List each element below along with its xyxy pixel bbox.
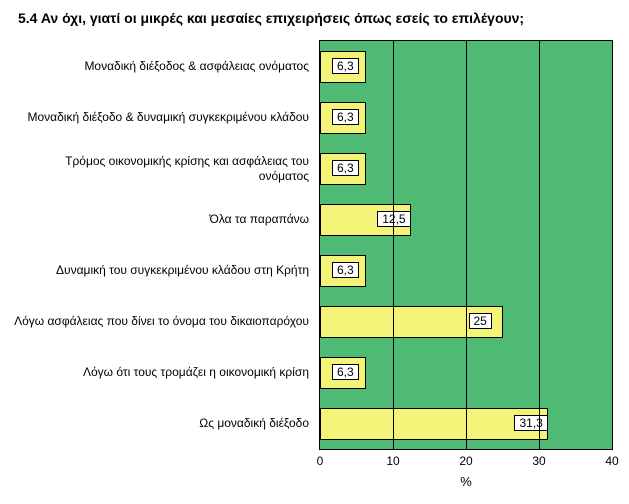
chart-plot-area: 6,36,36,312,56,3256,331,3	[319, 40, 613, 450]
chart-title: 5.4 Αν όχι, γιατί οι μικρές και μεσαίες …	[18, 10, 524, 26]
category-label: Λόγω ασφάλειας που δίνει το όνομα του δι…	[0, 314, 309, 329]
x-tick-label: 40	[605, 454, 618, 468]
category-label: Μοναδική διέξοδος & ασφάλειας ονόματος	[0, 59, 309, 74]
bar-value-label: 6,3	[332, 58, 359, 74]
bar-value-label: 6,3	[332, 364, 359, 380]
bar-value-label: 6,3	[332, 262, 359, 278]
bar-value-label: 6,3	[332, 109, 359, 125]
category-label: Όλα τα παραπάνω	[0, 212, 309, 227]
bar-value-label: 6,3	[332, 160, 359, 176]
category-label: Μοναδική διέξοδο & δυναμική συγκεκριμένο…	[0, 110, 309, 125]
bar-value-label: 25	[469, 313, 492, 329]
grid-line	[466, 41, 467, 449]
grid-line	[612, 41, 613, 449]
category-label: Τρόμος οικονομικής κρίσης και ασφάλειας …	[0, 154, 309, 184]
x-tick-label: 10	[386, 454, 399, 468]
x-tick-label: 30	[532, 454, 545, 468]
grid-line	[393, 41, 394, 449]
x-tick-label: 20	[459, 454, 472, 468]
bar-value-label: 31,3	[514, 415, 547, 431]
category-label: Ως μοναδική διέξοδο	[0, 416, 309, 431]
category-label: Λόγω ότι τους τρομάζει η οικονομική κρίσ…	[0, 365, 309, 380]
category-label: Δυναμική του συγκεκριμένου κλάδου στη Κρ…	[0, 263, 309, 278]
x-tick-label: 0	[317, 454, 324, 468]
grid-line	[539, 41, 540, 449]
x-axis-label: %	[460, 474, 472, 489]
